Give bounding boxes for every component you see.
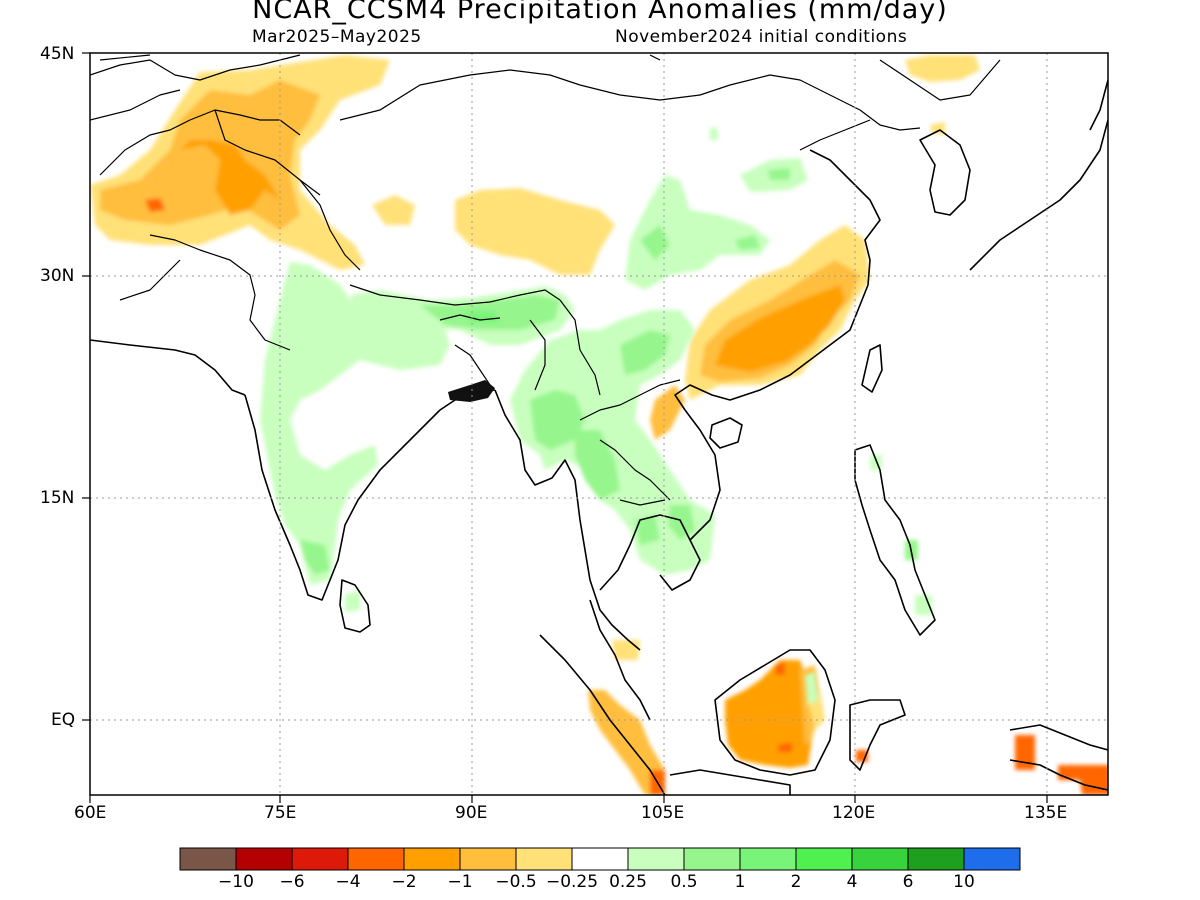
colorbar-label: 0.5 bbox=[670, 872, 698, 892]
graticule bbox=[90, 53, 1108, 795]
colorbar-box bbox=[683, 847, 741, 871]
colorbar-box bbox=[403, 847, 461, 871]
colorbar-label: −0.5 bbox=[495, 872, 537, 892]
colorbar-box bbox=[347, 847, 405, 871]
lat-tick-15n: 15N bbox=[40, 488, 75, 508]
colorbar-label: −10 bbox=[218, 872, 254, 892]
colorbar-box bbox=[571, 847, 629, 871]
colorbar-box bbox=[627, 847, 685, 871]
lon-tick-105e: 105E bbox=[641, 803, 685, 823]
anomaly-region-afghanistan-core bbox=[100, 80, 320, 230]
lat-tick-30n: 30N bbox=[40, 266, 75, 286]
colorbar-label: 0.25 bbox=[609, 872, 647, 892]
colorbar-box bbox=[235, 847, 293, 871]
colorbar-box bbox=[179, 847, 237, 871]
lon-tick-60e: 60E bbox=[74, 803, 107, 823]
country-borders bbox=[90, 54, 1001, 506]
plot-frame bbox=[89, 52, 1109, 796]
colorbar-label: 6 bbox=[902, 872, 914, 892]
colorbar bbox=[179, 847, 1021, 871]
colorbar-label: −6 bbox=[279, 872, 305, 892]
colorbar-box bbox=[851, 847, 909, 871]
colorbar-label: 1 bbox=[734, 872, 746, 892]
anomaly-region-indochina bbox=[510, 310, 715, 575]
initial-conditions-label: November2024 initial conditions bbox=[615, 27, 908, 47]
colorbar-box bbox=[907, 847, 965, 871]
colorbar-box bbox=[515, 847, 573, 871]
tick-marks bbox=[82, 52, 1048, 803]
anomaly-region-new-guinea bbox=[1058, 765, 1108, 795]
anomaly-region-borneo bbox=[725, 660, 815, 768]
colorbar-box bbox=[739, 847, 797, 871]
colorbar-label: 2 bbox=[790, 872, 802, 892]
colorbar-label: −2 bbox=[391, 872, 417, 892]
colorbar-box bbox=[291, 847, 349, 871]
colorbar-box bbox=[459, 847, 517, 871]
lon-tick-135e: 135E bbox=[1024, 803, 1068, 823]
anomaly-region-tibet bbox=[455, 188, 615, 275]
lon-tick-120e: 120E bbox=[832, 803, 876, 823]
colorbar-label: 4 bbox=[846, 872, 858, 892]
anomaly-region-india bbox=[260, 262, 450, 585]
colorbar-box bbox=[795, 847, 853, 871]
colorbar-label: −0.25 bbox=[545, 872, 599, 892]
colorbar-label: −4 bbox=[335, 872, 361, 892]
colorbar-label: −1 bbox=[447, 872, 473, 892]
lon-tick-75e: 75E bbox=[264, 803, 297, 823]
wet-anomaly-layer bbox=[260, 128, 932, 705]
season-label: Mar2025–May2025 bbox=[252, 27, 422, 47]
lat-tick-45n: 45N bbox=[40, 44, 75, 64]
colorbar-label: 10 bbox=[953, 872, 975, 892]
lon-tick-90e: 90E bbox=[455, 803, 488, 823]
colorbar-box bbox=[963, 847, 1021, 871]
lat-tick-eq: EQ bbox=[51, 710, 76, 730]
coastlines bbox=[90, 79, 1108, 795]
chart-title: NCAR_CCSM4 Precipitation Anomalies (mm/d… bbox=[252, 0, 948, 25]
